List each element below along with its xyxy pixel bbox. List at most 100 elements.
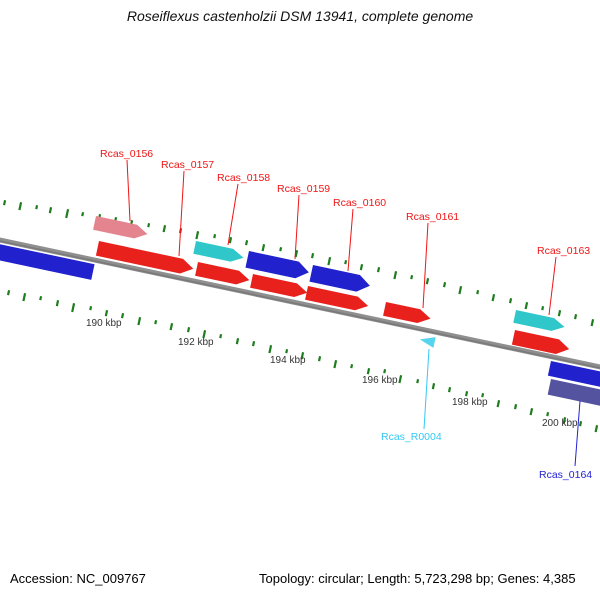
scale-label: 190 kbp	[86, 318, 122, 329]
feature-tick	[279, 246, 283, 252]
feature-tick	[169, 323, 174, 331]
feature-tick	[447, 386, 452, 393]
gene-rcas_0158[interactable]	[193, 241, 245, 264]
feature-tick	[285, 349, 289, 354]
feature-tick	[431, 382, 436, 390]
feature-tick	[464, 390, 469, 397]
feature-tick	[137, 317, 142, 326]
feature-tick	[458, 285, 463, 295]
feature-tick	[557, 309, 562, 317]
label-leader-line	[574, 400, 581, 467]
feature-tick	[195, 231, 200, 240]
feature-tick	[594, 425, 599, 433]
feature-tick	[476, 290, 480, 295]
scale-label: 198 kbp	[452, 397, 488, 408]
feature-tick	[578, 421, 583, 427]
gene-label[interactable]: Rcas_0157	[161, 159, 214, 171]
feature-tick	[344, 260, 348, 265]
genome-backbone	[0, 237, 600, 370]
feature-tick	[573, 314, 578, 320]
feature-tick	[366, 368, 371, 375]
accession-text: Accession: NC_009767	[10, 571, 146, 586]
feature-tick	[359, 264, 364, 271]
gene-rcas_0160[interactable]	[309, 265, 371, 294]
scale-label: 192 kbp	[178, 337, 214, 348]
gene-arrow[interactable]	[547, 361, 600, 390]
gene-label[interactable]: Rcas_0158	[217, 172, 270, 184]
feature-tick	[154, 319, 158, 325]
feature-tick	[81, 212, 85, 217]
feature-tick	[410, 274, 414, 280]
feature-tick	[202, 330, 207, 339]
genome-backbone-core	[0, 240, 600, 369]
feature-tick	[2, 200, 7, 206]
feature-tick	[65, 209, 70, 219]
scale-label: 196 kbp	[362, 375, 398, 386]
gene-arrow[interactable]	[250, 274, 309, 300]
feature-tick	[219, 333, 223, 339]
gene-rcas_0159[interactable]	[245, 251, 310, 281]
feature-tick	[35, 205, 39, 210]
gene-rcas_0156[interactable]	[93, 216, 149, 241]
feature-tick	[244, 240, 249, 246]
feature-tick	[327, 257, 332, 266]
label-leader-line	[423, 348, 430, 430]
label-leader-line	[227, 183, 239, 246]
feature-tick	[317, 356, 322, 362]
feature-tick	[398, 375, 403, 384]
feature-tick	[213, 234, 217, 239]
feature-tick	[333, 360, 338, 369]
feature-tick	[55, 300, 60, 307]
feature-tick	[162, 225, 167, 233]
feature-tick	[481, 393, 485, 398]
feature-tick	[6, 290, 11, 296]
feature-tick	[147, 223, 151, 228]
feature-tick	[393, 271, 398, 280]
gene-rcas_r0004[interactable]	[419, 334, 436, 348]
gene-rcas_0164[interactable]	[547, 379, 600, 409]
gene-label[interactable]: Rcas_R0004	[381, 431, 442, 443]
feature-tick	[425, 277, 430, 285]
gene-label[interactable]: Rcas_0159	[277, 183, 330, 195]
gene-label[interactable]: Rcas_0156	[100, 148, 153, 160]
gene-arrow[interactable]	[195, 262, 251, 287]
feature-tick	[590, 319, 595, 327]
gene-arrow[interactable]	[511, 330, 571, 357]
feature-tick	[39, 295, 43, 301]
feature-tick	[513, 404, 518, 410]
feature-tick	[529, 408, 534, 416]
feature-tick	[261, 244, 266, 252]
feature-tick	[546, 412, 550, 417]
label-leader-line	[422, 222, 429, 309]
feature-tick	[541, 306, 545, 311]
feature-tick	[310, 253, 315, 259]
feature-tick	[186, 327, 191, 333]
gene-rcas_0157[interactable]	[95, 241, 195, 276]
feature-tick	[251, 341, 256, 347]
feature-tick	[235, 338, 240, 345]
genome-title: Roseiflexus castenholzii DSM 13941, comp…	[126, 8, 474, 24]
feature-tick	[350, 364, 354, 369]
feature-tick	[496, 400, 501, 408]
feature-tick	[524, 301, 529, 310]
label-leader-line	[126, 159, 131, 222]
feature-tick	[89, 306, 93, 311]
feature-tick	[383, 369, 387, 374]
gene-label[interactable]: Rcas_0163	[537, 245, 590, 257]
gene-label[interactable]: Rcas_0164	[539, 469, 592, 481]
gene-label[interactable]: Rcas_0160	[333, 197, 386, 209]
label-leader-line	[347, 208, 354, 272]
feature-tick	[300, 352, 305, 360]
feature-tick	[268, 345, 273, 354]
gene-label[interactable]: Rcas_0161	[406, 211, 459, 223]
gene-arrow[interactable]	[305, 286, 370, 313]
feature-tick	[376, 266, 381, 273]
feature-tick	[48, 206, 53, 214]
feature-tick	[22, 293, 27, 302]
gene-rcas_0163[interactable]	[513, 310, 566, 333]
feature-tick	[562, 417, 567, 424]
gene-arrow[interactable]	[0, 241, 95, 280]
feature-tick	[442, 282, 447, 288]
gene-rcas_0161[interactable]	[383, 302, 432, 325]
